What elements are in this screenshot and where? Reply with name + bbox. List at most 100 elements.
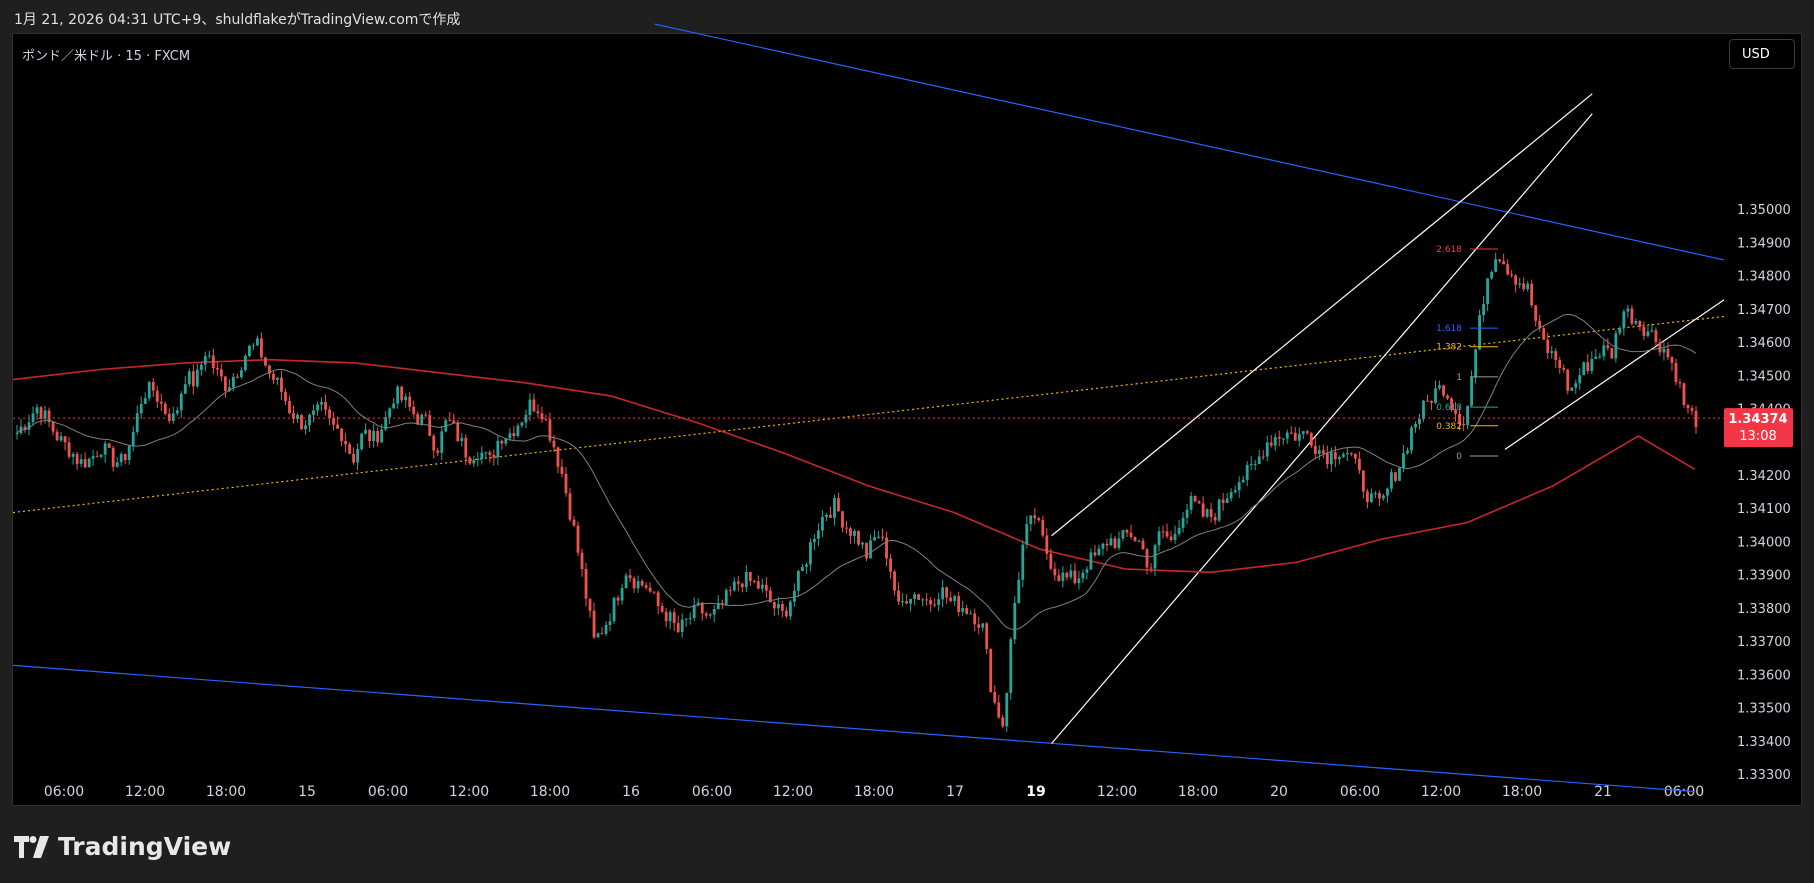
candle-body <box>1289 432 1293 434</box>
candle-body <box>47 410 51 423</box>
candle-body <box>1045 535 1049 554</box>
candle-body <box>1686 404 1690 409</box>
candle-body <box>1382 495 1385 499</box>
candle-body <box>861 542 864 545</box>
candle-body <box>696 602 700 605</box>
candle-body <box>1281 438 1285 440</box>
candle-body <box>1378 493 1381 499</box>
candle-body <box>1173 533 1177 541</box>
time-tick-label: 06:00 <box>1664 784 1704 800</box>
candle-body <box>248 345 251 356</box>
candle-body <box>736 581 740 584</box>
candle-body <box>1313 445 1317 454</box>
candle-body <box>1594 356 1598 360</box>
price-tick-label: 1.35000 <box>1737 203 1791 218</box>
candle-body <box>901 601 904 603</box>
candle-body <box>592 610 596 638</box>
candle-body <box>640 581 644 586</box>
price-tick-label: 1.33700 <box>1737 635 1791 650</box>
candle-body <box>708 614 712 616</box>
candle-body <box>1061 572 1065 581</box>
candle-body <box>1490 271 1494 279</box>
candle-body <box>504 438 508 444</box>
candle-body <box>825 514 828 517</box>
candle-body <box>1538 320 1542 329</box>
candle-body <box>684 618 688 620</box>
candle-body <box>1345 453 1349 455</box>
candle-body <box>805 564 808 567</box>
candle-body <box>604 624 608 634</box>
candle-body <box>680 619 684 633</box>
candle-body <box>1253 463 1257 465</box>
candle-body <box>1153 545 1157 569</box>
candle-body <box>1209 509 1213 517</box>
candle-body <box>544 419 548 421</box>
candle-body <box>131 431 135 446</box>
candle-body <box>740 583 744 588</box>
candle-body <box>51 422 55 432</box>
candle-body <box>1185 509 1189 518</box>
candle-body <box>135 413 139 432</box>
candle-body <box>1073 570 1077 584</box>
price-tick-label: 1.34100 <box>1737 502 1791 517</box>
candle-body <box>264 357 267 366</box>
candle-body <box>340 428 343 441</box>
candle-body <box>1694 410 1698 428</box>
candle-body <box>692 604 696 619</box>
time-tick-label: 19 <box>1026 784 1045 800</box>
candle-body <box>119 454 123 463</box>
candle-body <box>203 356 207 365</box>
time-tick-label: 20 <box>1270 784 1288 800</box>
candle-body <box>99 454 103 457</box>
candle-body <box>1309 433 1313 446</box>
price-tick-label: 1.33500 <box>1737 702 1791 717</box>
candle-body <box>1622 311 1626 329</box>
candle-body <box>624 575 628 589</box>
candle-body <box>1329 452 1333 465</box>
candle-body <box>796 570 800 591</box>
fib-level-label: 1 <box>1456 373 1462 383</box>
candle-body <box>1558 359 1562 369</box>
candle-body <box>496 440 500 458</box>
candle-body <box>1618 328 1622 334</box>
candle-body <box>1249 464 1253 466</box>
candle-body <box>1542 328 1546 340</box>
candle-body <box>961 608 965 612</box>
candle-body <box>1325 453 1329 465</box>
candle-body <box>191 371 195 387</box>
time-tick-label: 18:00 <box>530 784 570 800</box>
candle-body <box>1065 572 1069 578</box>
candle-body <box>300 414 303 430</box>
candle-body <box>260 338 263 358</box>
time-tick-label: 06:00 <box>368 784 408 800</box>
candle-body <box>921 599 925 601</box>
candle-body <box>656 592 660 607</box>
fib-level-label: 1.618 <box>1436 324 1462 334</box>
candle-body <box>284 391 287 401</box>
candle-body <box>1301 431 1305 434</box>
candle-body <box>516 425 520 437</box>
candle-body <box>227 387 231 391</box>
candle-body <box>1333 452 1337 460</box>
candle-body <box>1053 568 1057 576</box>
tradingview-logo[interactable]: TradingView <box>14 832 231 861</box>
candle-body <box>1406 450 1409 454</box>
candle-body <box>937 599 941 605</box>
candle-body <box>1113 538 1117 548</box>
currency-button[interactable]: USD <box>1729 39 1795 69</box>
candle-body <box>1386 488 1389 496</box>
candle-body <box>1029 515 1033 525</box>
candle-body <box>1005 692 1009 727</box>
candle-body <box>728 590 732 592</box>
candle-body <box>23 426 27 430</box>
price-tick-label: 1.33800 <box>1737 602 1791 617</box>
ma-fast-line <box>16 313 1697 630</box>
candle-body <box>1410 427 1413 451</box>
symbol-label[interactable]: ポンド／米ドル · 15 · FXCM <box>22 49 191 64</box>
candle-body <box>953 596 957 601</box>
candle-body <box>1145 549 1149 568</box>
candle-body <box>244 355 247 371</box>
candle-body <box>348 444 351 454</box>
candle-body <box>308 415 311 426</box>
